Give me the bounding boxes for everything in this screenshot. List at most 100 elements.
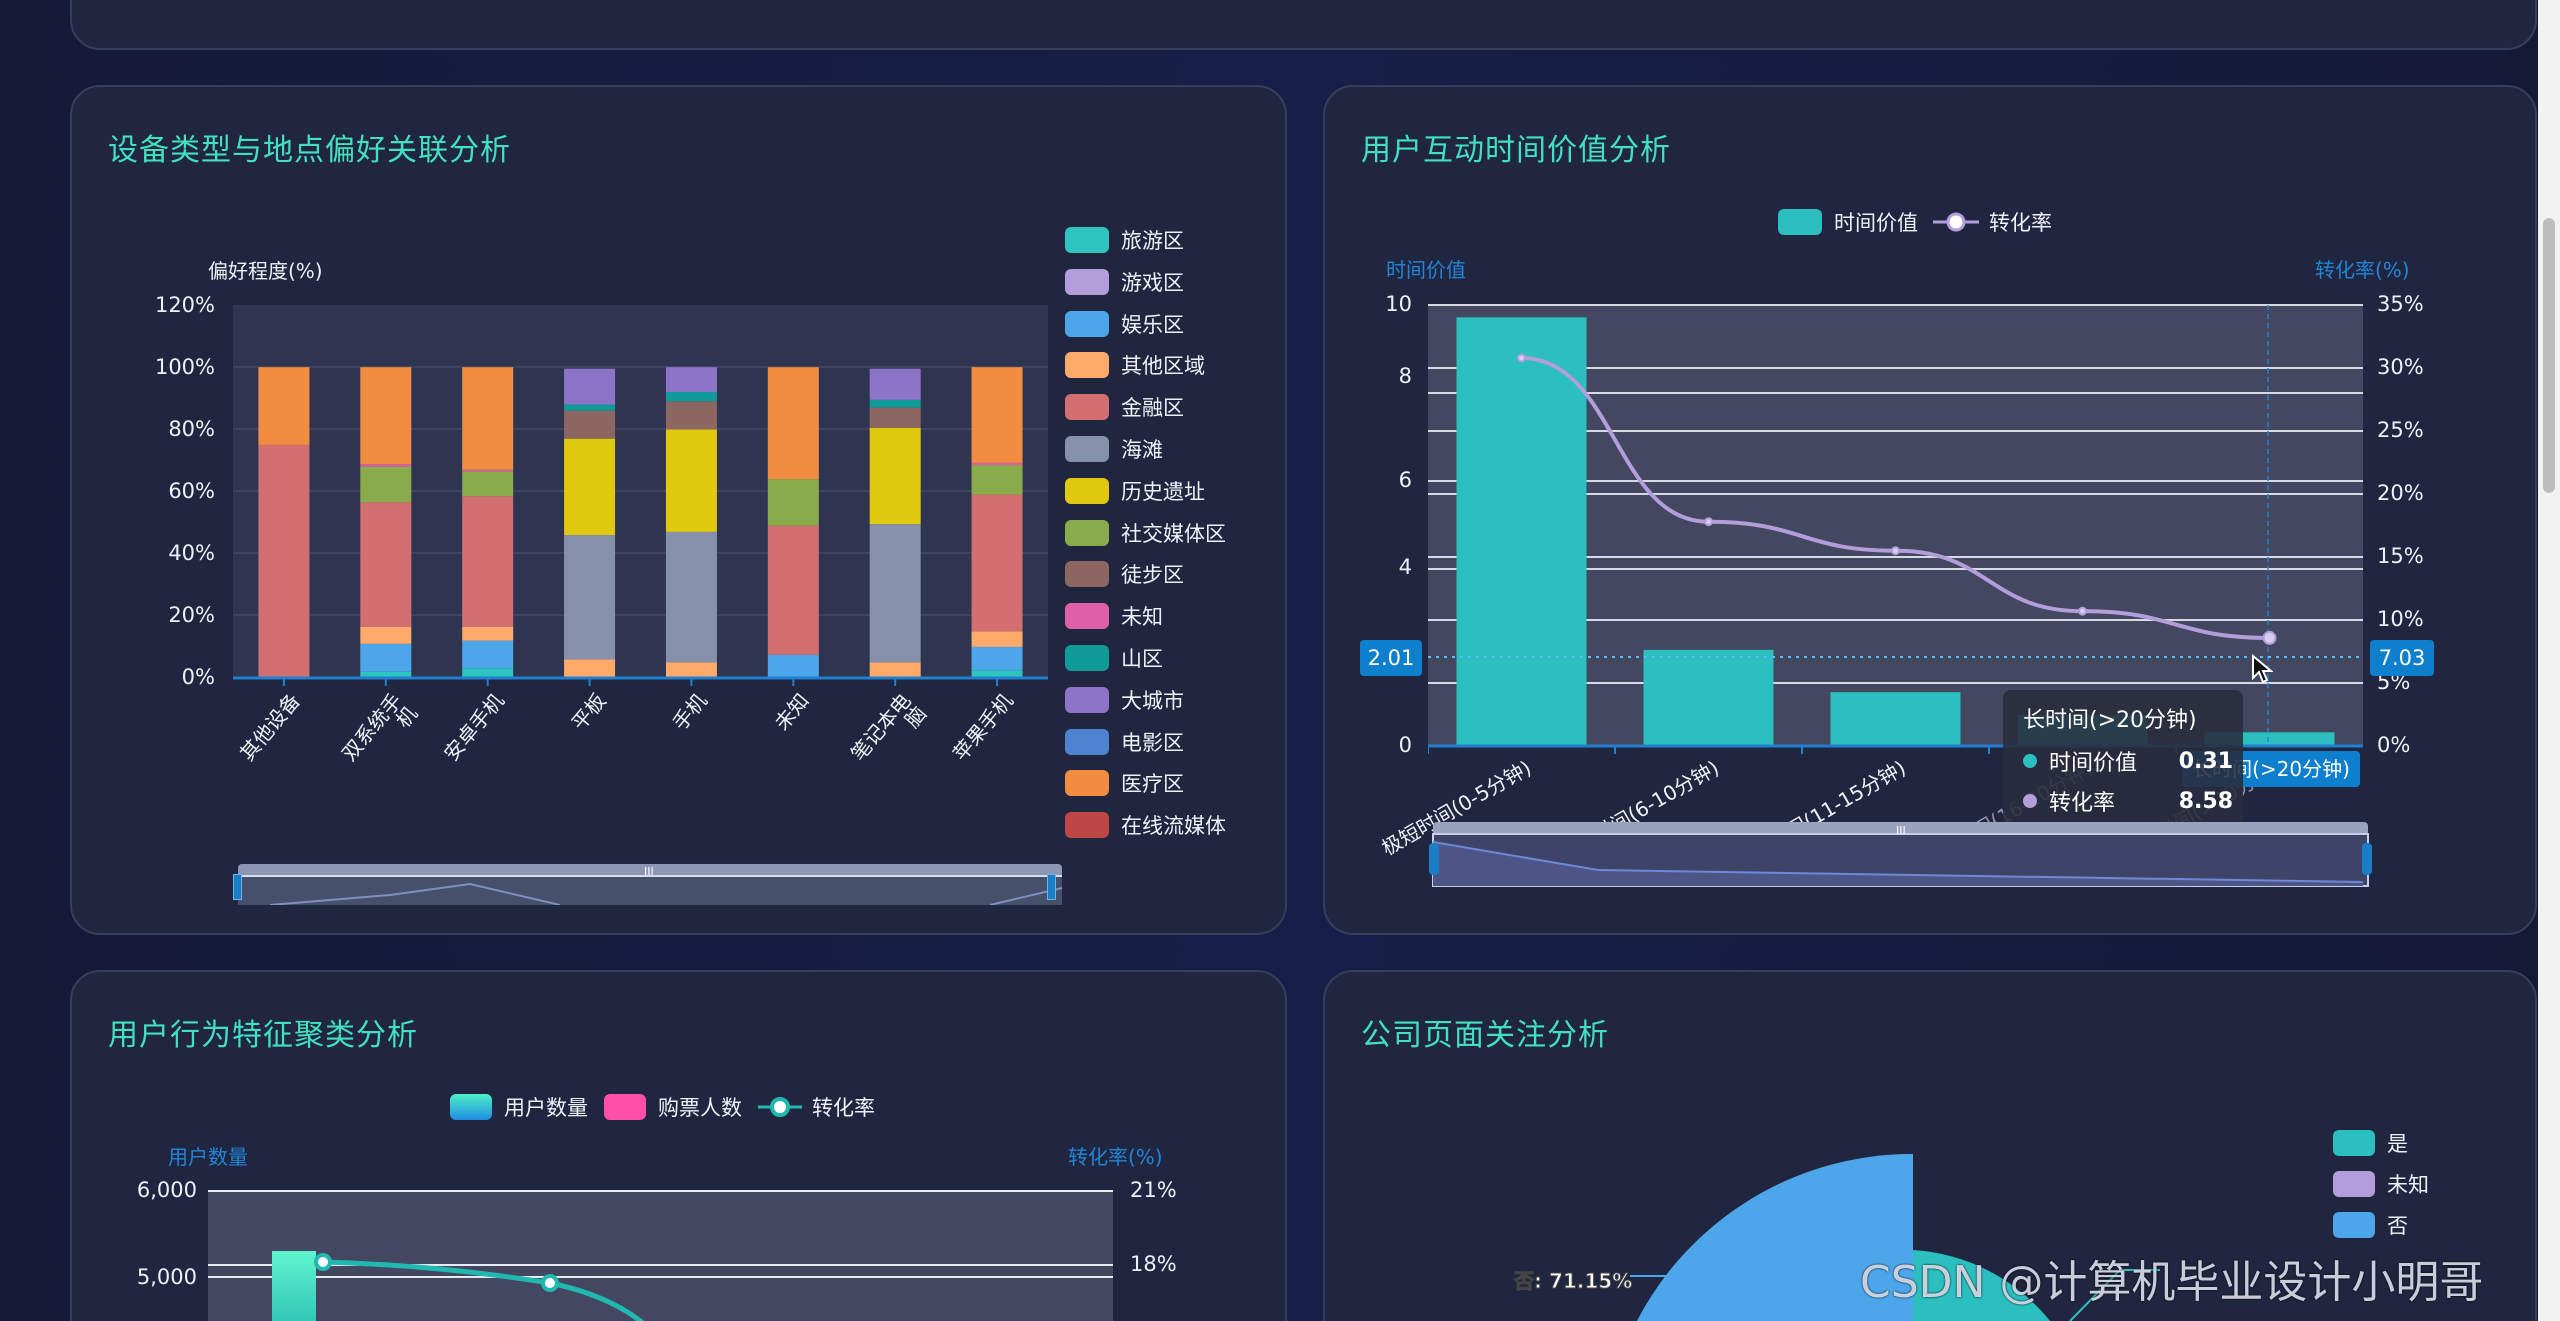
bar-segment[interactable] <box>360 367 412 465</box>
y-tick: 18% <box>1130 1252 1177 1276</box>
bar-segment[interactable] <box>971 670 1023 678</box>
line-point[interactable] <box>2262 630 2277 645</box>
legend-item-conversion[interactable]: 转化率 <box>1933 207 2052 237</box>
bar-segment[interactable] <box>360 626 412 644</box>
bar-segment[interactable] <box>360 466 412 503</box>
legend-item-ticket-buyers[interactable]: 购票人数 <box>604 1092 742 1122</box>
bar-segment[interactable] <box>665 392 717 402</box>
bar-segment[interactable] <box>971 465 1023 495</box>
y-tick: 0% <box>181 665 215 689</box>
y-tick: 8 <box>1398 364 1412 388</box>
y-tick: 0% <box>2377 733 2411 757</box>
y-tick: 0 <box>1398 733 1412 757</box>
legend-item[interactable]: 徒步区 <box>1065 559 1184 589</box>
bar-segment[interactable] <box>462 367 514 470</box>
bar-segment[interactable] <box>767 479 819 526</box>
company-page-pie[interactable] <box>1600 1150 2300 1321</box>
bar-segment[interactable] <box>767 525 819 655</box>
datazoom-slider[interactable]: III <box>1428 820 2373 890</box>
behavior-cluster-plot[interactable] <box>208 1185 1118 1321</box>
bar-segment[interactable] <box>462 471 514 497</box>
legend-item[interactable]: 在线流媒体 <box>1065 810 1226 840</box>
bar-segment[interactable] <box>869 662 921 678</box>
legend-item[interactable]: 游戏区 <box>1065 267 1184 297</box>
bar-segment[interactable] <box>971 367 1023 463</box>
bar-segment[interactable] <box>462 668 514 678</box>
legend-item[interactable]: 大城市 <box>1065 685 1184 715</box>
bar-segment[interactable] <box>360 502 412 627</box>
legend-item[interactable]: 社交媒体区 <box>1065 518 1226 548</box>
page-scrollbar[interactable] <box>2538 0 2560 1321</box>
bar-segment[interactable] <box>665 662 717 678</box>
legend-item[interactable]: 旅游区 <box>1065 225 1184 255</box>
bar-segment[interactable] <box>665 531 717 663</box>
legend-item[interactable]: 金融区 <box>1065 392 1184 422</box>
line-point[interactable] <box>1891 546 1900 556</box>
bar-segment[interactable] <box>564 410 616 439</box>
datazoom-handle-left[interactable] <box>1429 843 1439 875</box>
legend-item[interactable]: 其他区域 <box>1065 350 1205 380</box>
bar-segment[interactable] <box>665 429 717 532</box>
datazoom-handle-right[interactable] <box>2362 843 2372 875</box>
legend-item[interactable]: 医疗区 <box>1065 768 1184 798</box>
bar-segment[interactable] <box>971 631 1023 647</box>
bar-segment[interactable] <box>360 671 412 678</box>
datazoom-handle-right[interactable] <box>1047 874 1056 900</box>
legend-item[interactable]: 山区 <box>1065 643 1163 673</box>
datazoom-slider[interactable]: III <box>230 860 1070 905</box>
tooltip-value: 8.58 <box>2178 788 2233 814</box>
tooltip-row-time-value: 时间价值 0.31 <box>2023 745 2233 777</box>
line-point[interactable] <box>1517 353 1526 363</box>
legend-item-yes[interactable]: 是 <box>2333 1128 2408 1158</box>
line-point[interactable] <box>2078 606 2087 616</box>
bar-segment[interactable] <box>971 494 1023 632</box>
bar-segment[interactable] <box>869 407 921 428</box>
bar-segment[interactable] <box>971 462 1023 466</box>
bar-segment[interactable] <box>564 368 616 405</box>
bar-segment[interactable] <box>258 367 310 445</box>
legend-item[interactable]: 娱乐区 <box>1065 309 1184 339</box>
bar-segment[interactable] <box>360 643 412 672</box>
bar-segment[interactable] <box>258 444 310 678</box>
datazoom-handle-left[interactable] <box>233 874 242 900</box>
legend-item[interactable]: 电影区 <box>1065 727 1184 757</box>
bar-segment[interactable] <box>869 524 921 663</box>
bar-segment[interactable] <box>767 654 819 678</box>
bar-segment[interactable] <box>869 399 921 408</box>
bar-segment[interactable] <box>869 427 921 525</box>
legend-label: 金融区 <box>1121 396 1184 421</box>
legend-item-no[interactable]: 否 <box>2333 1210 2408 1240</box>
legend-item-unknown[interactable]: 未知 <box>2333 1169 2429 1199</box>
legend-item-user-count[interactable]: 用户数量 <box>450 1092 588 1122</box>
bar-segment[interactable] <box>564 404 616 411</box>
bar-segment[interactable] <box>462 640 514 669</box>
stacked-bar-plot[interactable] <box>233 300 1053 690</box>
legend-item[interactable]: 历史遗址 <box>1065 476 1205 506</box>
y-tick: 60% <box>168 479 215 503</box>
bar-segment[interactable] <box>462 469 514 472</box>
bar-segment[interactable] <box>869 368 921 400</box>
legend-swatch <box>1065 770 1109 797</box>
legend-item-conversion[interactable]: 转化率 <box>758 1092 875 1122</box>
legend-item[interactable]: 海滩 <box>1065 434 1163 464</box>
scrollbar-thumb[interactable] <box>2543 218 2555 493</box>
bar-segment[interactable] <box>971 646 1023 671</box>
time-value-plot[interactable] <box>1428 300 2368 760</box>
bar-segment[interactable] <box>360 464 412 467</box>
bar-segment[interactable] <box>564 535 616 660</box>
bar[interactable] <box>1456 317 1587 746</box>
bar-segment[interactable] <box>462 626 514 641</box>
bar-segment[interactable] <box>462 496 514 627</box>
top-card <box>70 0 2537 50</box>
bar[interactable] <box>1830 692 1961 746</box>
bar-segment[interactable] <box>564 659 616 678</box>
y-tick: 10 <box>1385 292 1412 316</box>
bar-segment[interactable] <box>767 367 819 480</box>
bar-segment[interactable] <box>564 438 616 536</box>
bar-segment[interactable] <box>665 367 717 393</box>
bar[interactable] <box>1643 649 1774 746</box>
legend-item[interactable]: 未知 <box>1065 601 1163 631</box>
line-point[interactable] <box>1704 517 1713 527</box>
bar-segment[interactable] <box>665 401 717 430</box>
legend-item-time-value[interactable]: 时间价值 <box>1778 207 1918 237</box>
